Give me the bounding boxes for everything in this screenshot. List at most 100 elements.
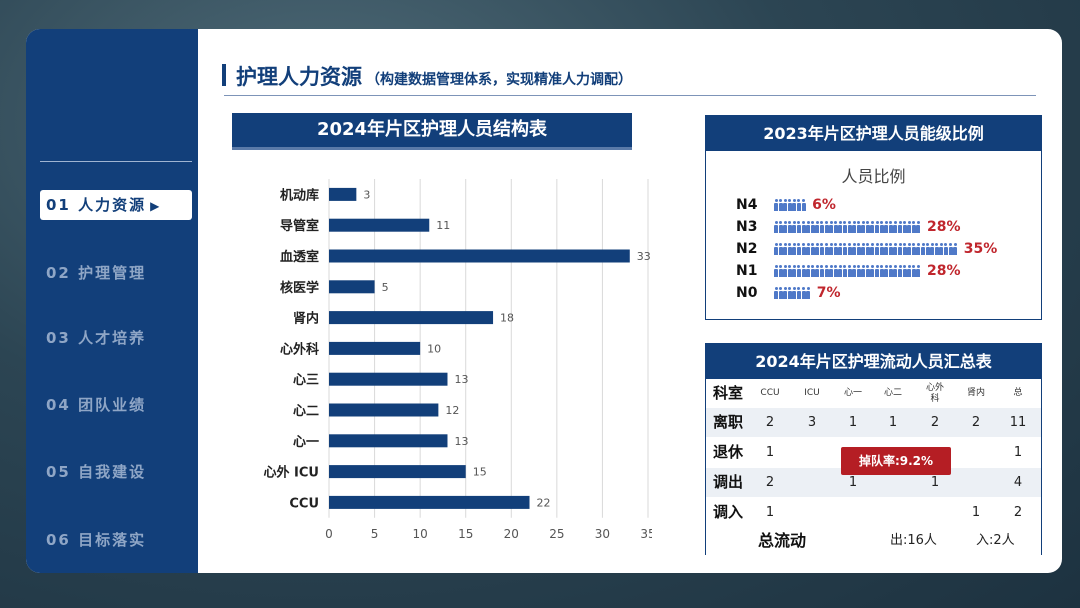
person-icon bbox=[888, 265, 893, 277]
level-ratio-title: 2023年片区护理人员能级比例 bbox=[706, 116, 1041, 151]
person-icon bbox=[948, 243, 953, 255]
bar-value-label: 10 bbox=[427, 342, 441, 355]
person-icon bbox=[792, 243, 797, 255]
category-label: 心二 bbox=[293, 404, 319, 419]
person-icon bbox=[774, 287, 778, 299]
nav-item-goal-implementation[interactable]: 06 目标落实 bbox=[40, 525, 192, 555]
bar-value-label: 33 bbox=[637, 250, 651, 263]
staff-flow-title: 2024年片区护理流动人员汇总表 bbox=[706, 344, 1041, 379]
person-icon bbox=[783, 243, 788, 255]
person-icon bbox=[865, 221, 870, 233]
bar-value-label: 13 bbox=[454, 373, 468, 386]
person-icon bbox=[893, 243, 898, 255]
person-icon bbox=[911, 243, 916, 255]
flow-row-label: 调出 bbox=[712, 473, 743, 491]
person-icon bbox=[792, 221, 797, 233]
nav-item-hr[interactable]: 01 人力资源 ▶ bbox=[40, 190, 192, 220]
bar bbox=[329, 218, 430, 232]
flow-cell: 1 bbox=[888, 415, 898, 430]
flow-column-header: 肾内 bbox=[966, 388, 985, 398]
flow-row: 调入 1 1 2 bbox=[706, 498, 1041, 527]
flow-cell: 1 bbox=[1013, 445, 1023, 460]
person-icon bbox=[888, 243, 893, 255]
person-icon bbox=[792, 287, 797, 299]
person-icon bbox=[801, 221, 806, 233]
ratio-chart-title: 人员比例 bbox=[841, 167, 906, 186]
category-label: 心一 bbox=[293, 435, 319, 450]
person-icon bbox=[879, 221, 884, 233]
person-icon bbox=[787, 221, 792, 233]
person-icon bbox=[806, 221, 811, 233]
ratio-row: N4 6% bbox=[736, 194, 836, 216]
person-icon bbox=[833, 265, 838, 277]
flow-column-header: 心二 bbox=[883, 388, 902, 398]
person-icon bbox=[865, 243, 870, 255]
nav-item-team-performance[interactable]: 04 团队业绩 bbox=[40, 390, 192, 420]
person-icon bbox=[815, 221, 820, 233]
person-icon bbox=[907, 221, 912, 233]
person-icon bbox=[911, 221, 916, 233]
person-icon bbox=[870, 221, 875, 233]
person-icon bbox=[902, 221, 907, 233]
bar-value-label: 3 bbox=[363, 188, 370, 201]
person-icon bbox=[879, 265, 884, 277]
flow-row: 退休 1 1 bbox=[706, 438, 1041, 467]
ratio-percent: 35% bbox=[963, 241, 998, 257]
person-icon bbox=[861, 243, 866, 255]
bar-value-label: 11 bbox=[436, 219, 450, 232]
page-title-text: 护理人力资源 bbox=[236, 65, 362, 89]
nav-item-label: 05 自我建设 bbox=[46, 463, 147, 481]
person-icon bbox=[907, 243, 912, 255]
person-icon bbox=[852, 265, 857, 277]
person-icon bbox=[888, 221, 893, 233]
flow-corner-label: 科室 bbox=[712, 384, 743, 402]
ratio-level-label: N4 bbox=[736, 197, 758, 213]
flow-cell: 1 bbox=[765, 505, 775, 520]
flow-cell bbox=[792, 438, 832, 467]
person-icon bbox=[819, 243, 824, 255]
page-title: 护理人力资源 （构建数据管理体系，实现精准人力调配） bbox=[236, 61, 632, 91]
flow-cell bbox=[792, 498, 832, 527]
nav-item-talent-training[interactable]: 03 人才培养 bbox=[40, 323, 192, 353]
person-icon bbox=[930, 243, 935, 255]
person-icon bbox=[819, 265, 824, 277]
flow-row: 离职 2 3 1 1 2 2 11 bbox=[706, 408, 1041, 437]
x-tick-label: 0 bbox=[325, 527, 333, 541]
person-icon bbox=[898, 265, 903, 277]
person-icon bbox=[774, 243, 778, 255]
ratio-row: N1 28% bbox=[736, 260, 961, 282]
person-icon bbox=[824, 221, 829, 233]
person-icon bbox=[884, 221, 889, 233]
person-icon bbox=[787, 199, 792, 211]
page-subtitle: （构建数据管理体系，实现精准人力调配） bbox=[366, 72, 632, 88]
person-icon bbox=[902, 265, 907, 277]
nav-item-nursing-management[interactable]: 02 护理管理 bbox=[40, 258, 192, 288]
flow-row-label: 离职 bbox=[712, 413, 743, 431]
flow-total-in: 入:2人 bbox=[976, 533, 1015, 548]
person-icon bbox=[852, 243, 857, 255]
person-icon bbox=[774, 265, 778, 277]
flow-cell: 2 bbox=[765, 475, 775, 490]
person-icon bbox=[875, 243, 880, 255]
bar-value-label: 22 bbox=[537, 496, 551, 509]
bar bbox=[329, 434, 448, 448]
ratio-percent: 28% bbox=[927, 219, 961, 235]
person-icon bbox=[870, 265, 875, 277]
x-tick-label: 35 bbox=[640, 527, 652, 541]
x-tick-label: 15 bbox=[458, 527, 473, 541]
person-icon bbox=[774, 221, 778, 233]
person-icon bbox=[787, 243, 792, 255]
flow-cell: 2 bbox=[765, 415, 775, 430]
person-icon bbox=[792, 265, 797, 277]
nav-item-self-development[interactable]: 05 自我建设 bbox=[40, 457, 192, 487]
ratio-row: N0 7% bbox=[736, 282, 841, 304]
person-icon bbox=[833, 221, 838, 233]
person-icon bbox=[847, 221, 852, 233]
flow-column-header: CCU bbox=[760, 388, 780, 398]
structure-bar-chart: 0 5 10 15 20 25 30 35 机动库 3 导管室 11 血透室 33 核医学 5 肾内 18 心外科 1… bbox=[264, 179, 652, 541]
bar-value-label: 5 bbox=[382, 281, 389, 294]
person-icon bbox=[842, 243, 847, 255]
person-icon bbox=[898, 221, 903, 233]
person-icon bbox=[787, 265, 792, 277]
person-icon bbox=[815, 243, 820, 255]
